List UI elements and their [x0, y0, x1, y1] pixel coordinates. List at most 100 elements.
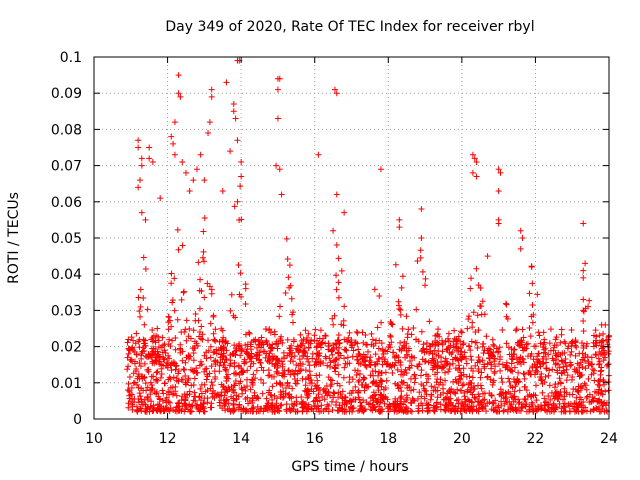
data-point — [336, 344, 343, 351]
data-point — [497, 367, 504, 374]
data-point — [515, 379, 522, 386]
data-point — [367, 372, 374, 379]
data-point — [204, 395, 211, 402]
data-point — [578, 396, 585, 403]
data-point — [565, 343, 572, 350]
data-points — [124, 57, 612, 415]
data-point — [255, 395, 262, 402]
data-point — [394, 366, 401, 373]
data-point — [508, 360, 515, 367]
data-point — [197, 358, 204, 365]
data-point — [568, 361, 575, 368]
data-point — [491, 355, 498, 362]
data-point — [294, 377, 301, 384]
data-point — [528, 350, 535, 357]
data-point — [206, 283, 213, 290]
data-point — [453, 347, 460, 354]
data-point — [161, 380, 168, 387]
data-point — [211, 336, 218, 343]
data-point — [510, 376, 517, 383]
data-point — [285, 274, 292, 281]
data-point — [543, 359, 550, 366]
x-tick-label: 10 — [85, 431, 103, 447]
data-point — [168, 280, 175, 287]
data-point — [467, 353, 474, 360]
data-point — [486, 346, 493, 353]
data-point — [325, 346, 332, 353]
data-point — [389, 361, 396, 368]
data-point — [338, 267, 345, 274]
data-point — [159, 334, 166, 341]
data-point — [242, 301, 249, 308]
data-point — [302, 367, 309, 374]
data-point — [238, 173, 245, 180]
data-point — [302, 327, 309, 334]
data-point — [548, 404, 555, 411]
chart-title: Day 349 of 2020, Rate Of TEC Index for r… — [165, 19, 534, 35]
data-point — [455, 362, 462, 369]
data-point — [277, 381, 284, 388]
data-point — [351, 367, 358, 374]
data-point — [442, 402, 449, 409]
data-point — [580, 327, 587, 334]
data-point — [231, 382, 238, 389]
data-point — [507, 406, 514, 413]
data-point — [362, 332, 369, 339]
data-point — [131, 399, 138, 406]
data-point — [232, 314, 239, 321]
data-point — [471, 385, 478, 392]
data-point — [377, 391, 384, 398]
data-point — [547, 396, 554, 403]
data-point — [249, 397, 256, 404]
data-point — [428, 393, 435, 400]
data-point — [314, 403, 321, 410]
data-point — [468, 338, 475, 345]
data-point — [318, 402, 325, 409]
data-point — [182, 326, 189, 333]
data-point — [349, 405, 356, 412]
data-point — [373, 379, 380, 386]
data-point — [475, 354, 482, 361]
data-point — [335, 332, 342, 339]
data-point — [360, 376, 367, 383]
data-point — [175, 72, 182, 79]
data-point — [434, 376, 441, 383]
data-point — [190, 368, 197, 375]
data-point — [580, 308, 587, 315]
data-point — [359, 329, 366, 336]
data-point — [301, 387, 308, 394]
data-point — [297, 342, 304, 349]
data-point — [484, 360, 491, 367]
data-point — [348, 339, 355, 346]
data-point — [168, 367, 175, 374]
data-point — [235, 362, 242, 369]
data-point — [340, 374, 347, 381]
data-point — [283, 406, 290, 413]
data-point — [576, 400, 583, 407]
data-point — [175, 400, 182, 407]
data-point — [329, 406, 336, 413]
data-point — [143, 387, 150, 394]
data-point — [246, 355, 253, 362]
data-point — [319, 339, 326, 346]
data-point — [278, 401, 285, 408]
data-point — [513, 407, 520, 414]
data-point — [237, 183, 244, 190]
data-point — [180, 288, 187, 295]
data-point — [327, 363, 334, 370]
data-point — [375, 345, 382, 352]
data-point — [240, 406, 247, 413]
data-point — [554, 367, 561, 374]
data-point — [182, 396, 189, 403]
data-point — [366, 361, 373, 368]
data-point — [529, 302, 536, 309]
data-point — [397, 339, 404, 346]
data-point — [467, 285, 474, 292]
data-point — [447, 361, 454, 368]
data-point — [238, 384, 245, 391]
y-tick-label: 0.02 — [51, 340, 82, 356]
data-point — [184, 392, 191, 399]
data-point — [344, 360, 351, 367]
data-point — [261, 348, 268, 355]
data-point — [463, 373, 470, 380]
